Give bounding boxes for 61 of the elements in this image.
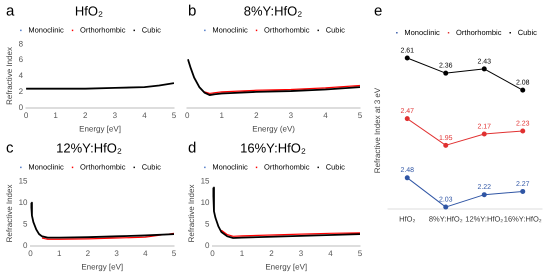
- x-axis-title: Energy [eV]: [265, 262, 308, 272]
- y-tick-label: 6: [18, 55, 24, 64]
- chart-title: HfO₂: [74, 3, 104, 18]
- x-axis-title: Energy [eV]: [81, 262, 124, 272]
- x-tick-label: 1: [240, 248, 245, 258]
- y-axis-title: Refractive Index: [5, 184, 14, 242]
- x-tick-label: 2: [83, 110, 88, 120]
- y-tick-label: 15: [200, 176, 210, 186]
- text: a: [6, 2, 15, 20]
- point: [482, 66, 487, 72]
- x-tick-label: 0: [185, 110, 190, 120]
- x-tick-label: 5: [358, 110, 363, 120]
- y-tick-label: 10: [200, 198, 210, 207]
- point: [404, 56, 410, 61]
- y-axis-title: Refractive Index at 3 eV: [374, 87, 383, 173]
- y-tick-label: 0: [18, 103, 24, 112]
- x-tick-label: 4: [142, 110, 148, 120]
- y-tick-label: 0: [205, 241, 210, 250]
- x-tick-label: 3: [112, 110, 118, 120]
- chart-title: 8%Y:HfO₂: [244, 3, 302, 18]
- point: [482, 192, 487, 198]
- x-tick-label: 1: [220, 110, 225, 120]
- x-tick-label: 3: [298, 248, 304, 258]
- x-tick-label: 4: [143, 248, 148, 258]
- point: [520, 128, 526, 134]
- chart-title: 12%Y:HfO₂: [56, 140, 122, 156]
- x-tick-label: 5: [172, 110, 177, 120]
- x-tick-label: 3: [288, 110, 294, 120]
- text: c: [6, 140, 14, 157]
- x-tick-label: 1: [56, 248, 62, 258]
- point: [520, 88, 526, 93]
- point: [404, 175, 410, 180]
- text: b: [188, 2, 196, 20]
- y-tick-label: 8: [18, 39, 24, 48]
- y-tick-label: 15: [18, 176, 28, 186]
- x-axis-title: Energy [eV]: [79, 124, 121, 134]
- x-tick-label: 2: [269, 248, 274, 258]
- y-tick-label: 10: [18, 198, 28, 207]
- x-axis-title: Energy (eV): [252, 124, 296, 134]
- x-tick-label: 5: [172, 248, 177, 258]
- y-tick-label: 2: [18, 87, 24, 96]
- x-tick-label: 5: [358, 248, 363, 258]
- x-tick-label: 3: [114, 248, 120, 258]
- y-tick-label: 0: [23, 241, 28, 250]
- x-tick-label: 4: [328, 248, 334, 258]
- point: [443, 70, 448, 76]
- x-tick-label: 2: [254, 110, 260, 120]
- x-tick-label: 2: [86, 248, 91, 258]
- y-axis-title: Refractive Index: [5, 47, 14, 105]
- chart-title: 16%Y:HfO₂: [240, 140, 306, 156]
- point: [482, 132, 487, 137]
- y-tick-label: 4: [18, 71, 24, 80]
- y-axis-title: Refractive Index: [187, 184, 196, 242]
- point: [404, 116, 410, 122]
- text: d: [188, 140, 196, 157]
- point: [443, 142, 448, 148]
- point: [520, 188, 526, 194]
- text: e: [374, 2, 382, 20]
- x-tick-label: 4: [323, 110, 328, 120]
- x-tick-label: 1: [53, 110, 58, 120]
- point: [443, 204, 448, 210]
